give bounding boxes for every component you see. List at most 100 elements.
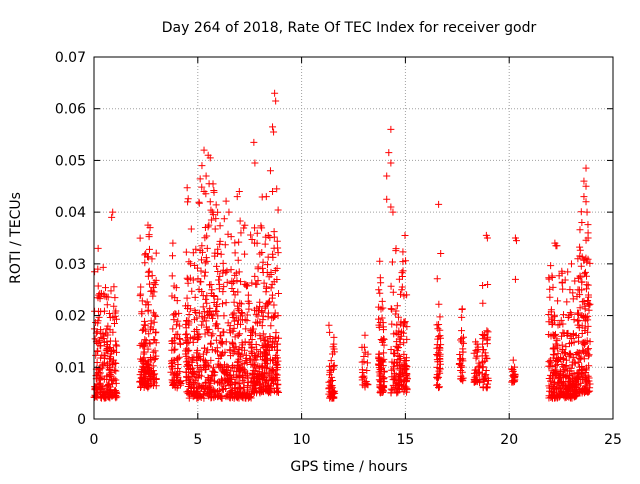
data-point [575,324,583,332]
data-point [222,385,230,392]
data-point [189,249,197,257]
data-point [183,274,191,282]
data-point [383,195,391,203]
data-point [176,377,184,385]
data-point [216,240,224,248]
y-tick-label: 0.04 [55,205,86,221]
data-point [202,254,210,262]
data-point [375,286,383,294]
data-point [435,321,443,329]
data-point [273,185,281,193]
data-point [548,363,556,371]
data-point [219,288,227,296]
data-point [200,344,208,352]
data-point [231,239,239,247]
data-point [199,292,207,300]
data-point [393,321,401,329]
data-point [241,250,249,258]
data-point [272,370,280,378]
data-point [211,225,219,233]
data-point [436,313,444,321]
data-point [240,378,248,386]
data-point [483,340,491,348]
data-point [584,291,592,299]
data-point [268,294,276,302]
data-point [378,314,386,322]
data-point [93,347,101,355]
data-point [248,336,256,344]
data-point [235,238,243,246]
data-point [566,286,574,294]
data-point [245,390,253,398]
data-point [220,312,228,320]
data-point [169,381,177,389]
data-point [145,233,153,241]
data-point [264,299,272,307]
data-point [388,320,396,328]
data-point [268,375,276,383]
data-point [473,377,481,385]
data-point [387,282,395,290]
data-point [562,374,570,382]
data-point [202,172,210,180]
data-point [234,305,242,313]
data-point [389,208,397,216]
data-point [224,230,232,238]
data-point [211,322,219,330]
data-point [194,353,202,361]
data-point [168,362,176,370]
data-point [169,252,177,260]
data-point [378,388,386,396]
data-point [329,384,337,392]
data-point [169,371,177,379]
data-point [585,351,593,359]
data-point [222,338,230,346]
data-point [184,198,192,206]
data-point [211,387,219,395]
data-point [376,383,384,391]
data-point [436,357,444,365]
data-point [562,382,570,390]
data-point [192,308,200,316]
data-point [268,366,276,374]
data-point [403,335,411,343]
data-point [560,348,568,356]
data-point [358,358,366,366]
data-point [251,330,259,338]
data-point [113,342,121,350]
data-point [104,322,112,330]
data-point [564,313,572,321]
data-point [97,308,105,316]
y-tick-label: 0.05 [55,153,86,169]
data-point [567,393,575,401]
data-point [585,345,593,353]
data-point [139,356,147,364]
data-point [550,351,558,359]
data-point [560,355,568,363]
data-point [248,235,256,243]
y-tick-label: 0.02 [55,309,86,325]
data-point [576,226,584,234]
data-point [266,167,274,175]
data-point [196,278,204,286]
data-point [252,356,260,364]
data-point [146,375,154,383]
data-point [202,323,210,331]
data-point [241,338,249,346]
data-point [141,259,149,267]
data-point [247,231,255,239]
data-point [403,375,411,383]
data-point [568,334,576,342]
x-axis-label: GPS time / hours [290,459,407,475]
data-point [394,377,402,385]
data-point [470,349,478,357]
data-point [104,293,112,301]
data-point [566,340,574,348]
data-point [246,331,254,339]
data-point [240,346,248,354]
data-point [274,249,282,257]
data-point [398,286,406,294]
data-point [472,338,480,346]
data-point [566,384,574,392]
data-point [209,330,217,338]
